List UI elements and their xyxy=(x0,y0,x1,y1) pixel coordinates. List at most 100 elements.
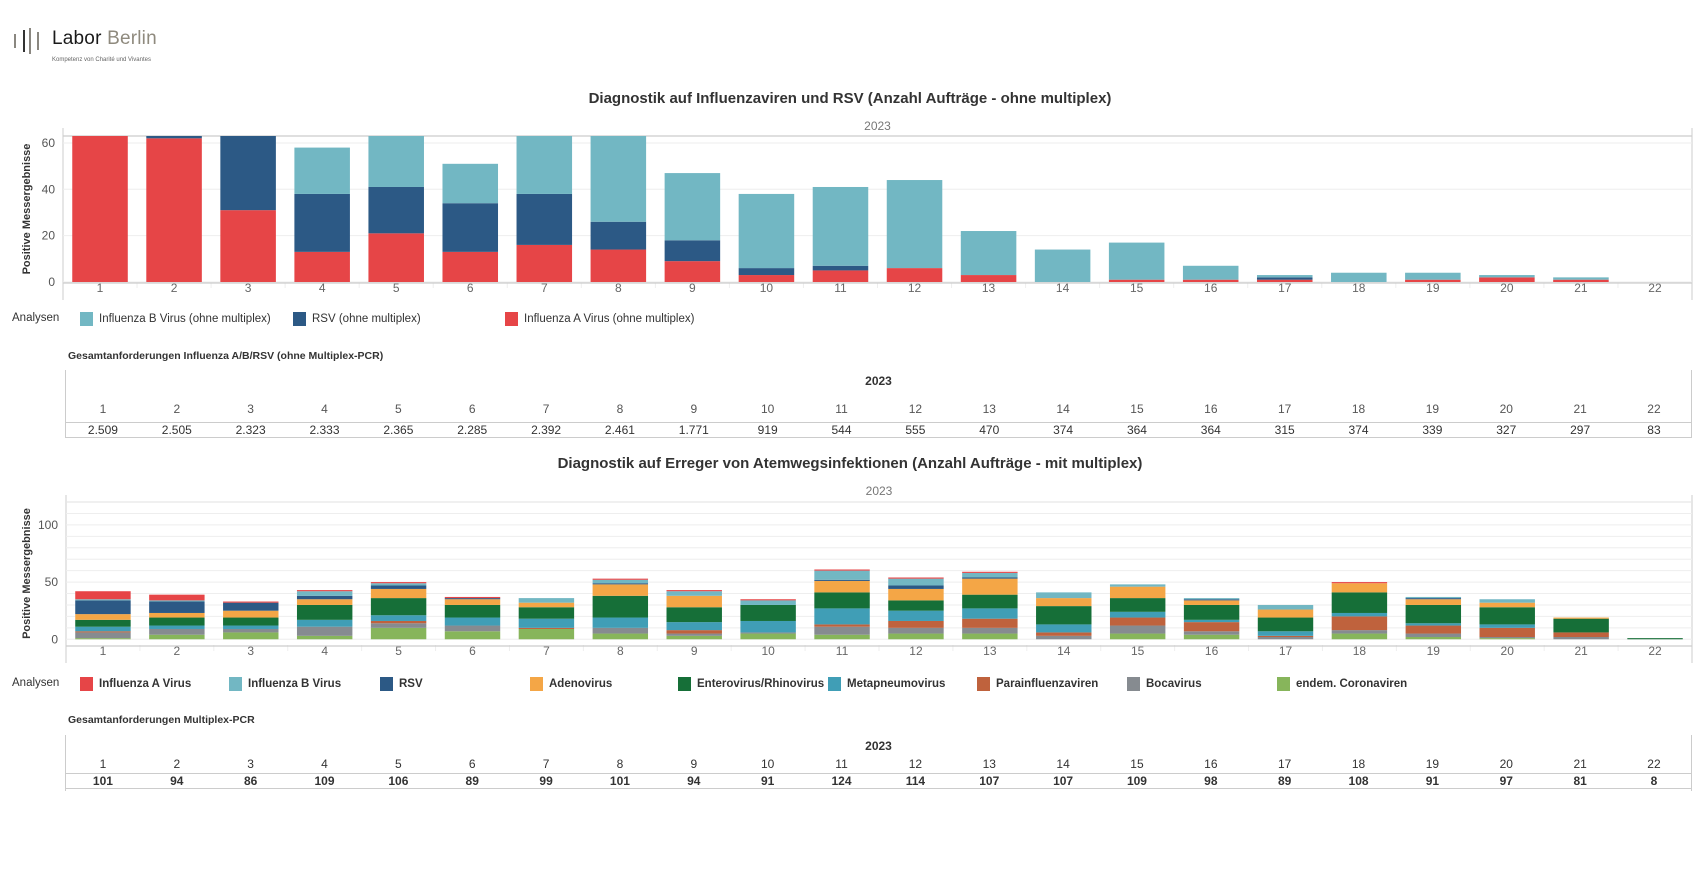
table1-influenza-requests: 2023 1 2 3 4 5 6 7 8 9 10 11 12 13 14 15 16 17 18 19 20 21 22… xyxy=(65,370,1692,438)
chart2-bar-influenza-b-virus-week-8 xyxy=(592,579,649,584)
chart2-bar-metapneumovirus-week-5 xyxy=(370,615,427,621)
chart1-legend-swatch-icon xyxy=(80,312,93,326)
chart2-bar-influenza-b-virus-week-11 xyxy=(814,570,870,580)
chart1-bar-influenza-b-virus-ohne-multiplex-week-12 xyxy=(886,180,943,269)
table2-cell: 86 xyxy=(243,774,258,788)
chart2-bar-endem-coronaviren-week-13 xyxy=(962,633,1018,640)
chart2-bar-metapneumovirus-week-11 xyxy=(814,608,870,625)
chart2-bar-influenza-b-virus-week-10 xyxy=(740,600,796,605)
chart1-bar-influenza-b-virus-ohne-multiplex-week-16 xyxy=(1182,265,1239,280)
chart2-bar-endem-coronaviren-week-12 xyxy=(888,633,944,640)
chart1-legend-item-rsv-ohne-multiplex[interactable]: RSV (ohne multiplex) xyxy=(293,312,421,326)
table2-week-header: 1 xyxy=(99,757,107,771)
chart2-bar-adenovirus-week-11 xyxy=(814,580,870,593)
table2-cell: 114 xyxy=(905,774,926,788)
chart2-bar-parainfluenzaviren-week-7 xyxy=(518,627,575,629)
chart1-x-tick-label: 9 xyxy=(689,281,696,295)
chart1-bar-rsv-ohne-multiplex-week-11 xyxy=(812,265,869,271)
chart2-bar-parainfluenzaviren-week-1 xyxy=(75,631,131,633)
table1-week-header: 7 xyxy=(542,402,550,416)
chart1-legend-item-influenza-b-virus-ohne-multiplex[interactable]: Influenza B Virus (ohne multiplex) xyxy=(80,312,271,326)
table2-week-header: 22 xyxy=(1647,757,1661,771)
chart2-legend-item-endem-coronaviren[interactable]: endem. Coronaviren xyxy=(1277,677,1407,691)
table1-week-header: 11 xyxy=(835,402,848,416)
chart2-bar-adenovirus-week-2 xyxy=(149,612,205,618)
chart2-bar-rsv-week-12 xyxy=(888,585,944,589)
table1-weeks-row: 1 2 3 4 5 6 7 8 9 10 11 12 13 14 15 16 17 18 19 20 21 22 xyxy=(66,402,1691,418)
table1-cell: 364 xyxy=(1126,423,1147,437)
chart2-legend-item-rsv[interactable]: RSV xyxy=(380,677,423,691)
table1-week-header: 20 xyxy=(1499,402,1513,416)
chart1-bar-influenza-b-virus-ohne-multiplex-week-6 xyxy=(442,163,499,204)
chart2-bar-enterovirus-rhinovirus-week-2 xyxy=(149,617,205,626)
chart1-x-tick-label: 14 xyxy=(1056,281,1070,295)
table2-values-row: 101 94 86 109 106 89 99 101 94 91 124 114 107 107 109 9… xyxy=(66,773,1691,789)
table1-cell: 2.333 xyxy=(309,423,340,437)
table1-cell: 2.285 xyxy=(457,423,488,437)
chart2-bar-enterovirus-rhinovirus-week-14 xyxy=(1036,606,1092,625)
chart2-bar-enterovirus-rhinovirus-week-17 xyxy=(1257,617,1314,632)
chart2-bar-endem-coronaviren-week-2 xyxy=(149,634,205,640)
chart1-x-tick-label: 19 xyxy=(1426,281,1440,295)
chart2-bar-adenovirus-week-8 xyxy=(592,584,649,596)
chart2-bar-metapneumovirus-week-18 xyxy=(1331,612,1388,617)
table2-week-header: 17 xyxy=(1278,757,1292,771)
table2-cell: 94 xyxy=(687,774,701,788)
chart2-bar-adenovirus-week-7 xyxy=(518,602,575,608)
chart1-x-tick-label: 6 xyxy=(467,281,474,295)
table1-week-header: 17 xyxy=(1278,402,1292,416)
chart2-bar-endem-coronaviren-week-7 xyxy=(518,628,575,640)
chart2-legend: Analysen xyxy=(12,677,73,689)
chart2-bar-influenza-a-virus-week-8 xyxy=(592,578,649,580)
chart1-bar-influenza-a-virus-ohne-multiplex-week-3 xyxy=(220,210,276,282)
chart1-legend-label: Influenza B Virus (ohne multiplex) xyxy=(99,313,271,325)
chart1-bar-influenza-a-virus-ohne-multiplex-week-9 xyxy=(664,261,721,282)
chart2-legend-item-enterovirus-rhinovirus[interactable]: Enterovirus/Rhinovirus xyxy=(678,677,824,691)
table1-cell: 364 xyxy=(1200,423,1221,437)
chart2-bar-adenovirus-week-16 xyxy=(1183,600,1240,605)
chart2-bar-metapneumovirus-week-6 xyxy=(444,617,501,626)
table2-cell: 107 xyxy=(1053,774,1074,788)
chart2-bar-parainfluenzaviren-week-5 xyxy=(370,620,427,624)
chart1-x-tick-label: 17 xyxy=(1278,281,1292,295)
chart2-bar-influenza-a-virus-week-13 xyxy=(962,571,1018,573)
chart1-legend-item-influenza-a-virus-ohne-multiplex[interactable]: Influenza A Virus (ohne multiplex) xyxy=(505,312,694,326)
chart2-bar-metapneumovirus-week-3 xyxy=(223,625,279,629)
chart2-legend-item-metapneumovirus[interactable]: Metapneumovirus xyxy=(828,677,945,691)
table1-week-header: 21 xyxy=(1573,402,1587,416)
chart2-bar-rsv-week-6 xyxy=(444,598,501,600)
chart1-x-tick-label: 2 xyxy=(171,281,178,295)
chart2-x-tick-label: 8 xyxy=(617,644,624,658)
chart2-legend-swatch-icon xyxy=(530,677,543,691)
chart1-bar-rsv-ohne-multiplex-week-5 xyxy=(368,186,424,234)
chart2-bar-metapneumovirus-week-9 xyxy=(666,622,722,631)
table2-multiplex-requests: 2023 1 2 3 4 5 6 7 8 9 10 11 12 13 14 15 16 17 18 19 20 21 22… xyxy=(65,735,1692,791)
chart1-x-tick-label: 13 xyxy=(982,281,996,295)
chart2-bar-rsv-week-19 xyxy=(1405,598,1462,600)
chart2-year-header: 2023 xyxy=(866,484,893,498)
chart2-bar-influenza-a-virus-week-3 xyxy=(223,601,279,603)
chart2-bar-adenovirus-week-5 xyxy=(370,588,427,599)
table2-year: 2023 xyxy=(865,739,892,753)
table2-cell: 108 xyxy=(1348,774,1369,788)
chart1-bar-rsv-ohne-multiplex-week-10 xyxy=(738,268,795,276)
chart1-x-tick-label: 7 xyxy=(541,281,548,295)
chart2-x-tick-label: 12 xyxy=(909,644,923,658)
chart2-legend-item-parainfluenzaviren[interactable]: Parainfluenzaviren xyxy=(977,677,1098,691)
chart2-x-tick-label: 18 xyxy=(1353,644,1367,658)
chart2-bar-bocavirus-week-1 xyxy=(75,632,131,639)
table2-week-header: 6 xyxy=(468,757,476,771)
logo-bars-icon xyxy=(14,28,44,54)
chart2-legend-item-bocavirus[interactable]: Bocavirus xyxy=(1127,677,1202,691)
chart2-legend-item-influenza-b-virus[interactable]: Influenza B Virus xyxy=(229,677,341,691)
table2-weeks-row: 1 2 3 4 5 6 7 8 9 10 11 12 13 14 15 16 17 18 19 20 21 22 xyxy=(66,757,1691,773)
chart1-x-tick-label: 22 xyxy=(1648,281,1662,295)
chart2-legend-item-adenovirus[interactable]: Adenovirus xyxy=(530,677,612,691)
chart2-x-tick-label: 5 xyxy=(395,644,402,658)
chart2-legend-item-influenza-a-virus[interactable]: Influenza A Virus xyxy=(80,677,191,691)
table1-cell: 2.392 xyxy=(531,423,562,437)
chart2-bar-parainfluenzaviren-week-12 xyxy=(888,620,944,628)
table1-cell: 1.771 xyxy=(678,423,709,437)
chart1-bar-influenza-a-virus-ohne-multiplex-week-4 xyxy=(294,251,350,282)
chart2-bar-metapneumovirus-week-17 xyxy=(1257,631,1314,636)
